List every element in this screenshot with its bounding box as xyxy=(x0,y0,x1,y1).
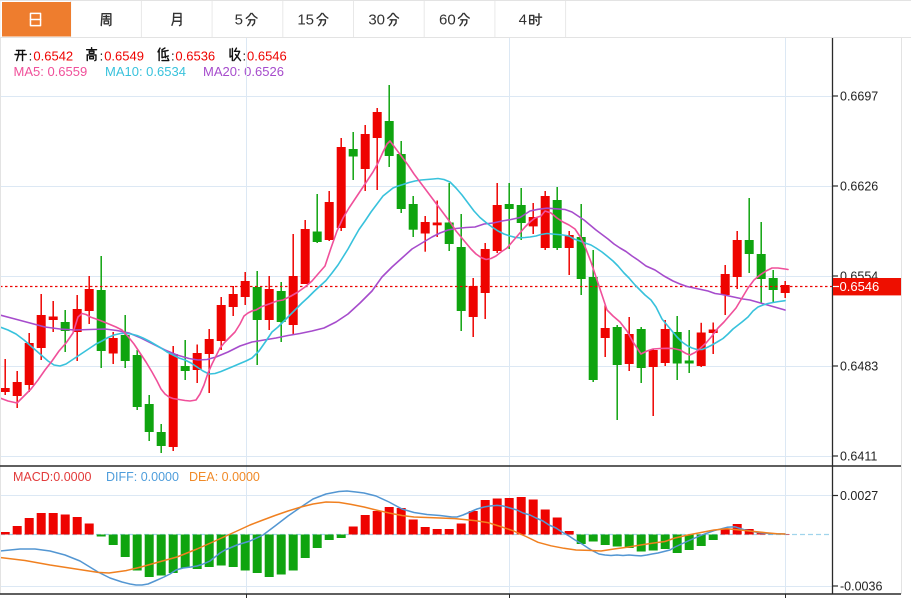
svg-text:0.6483: 0.6483 xyxy=(840,359,878,373)
svg-text:0.6546: 0.6546 xyxy=(840,279,880,294)
svg-text:0.6542: 0.6542 xyxy=(33,49,73,64)
svg-text:DIFF: 0.0000: DIFF: 0.0000 xyxy=(106,470,179,484)
svg-text::: : xyxy=(171,49,175,64)
svg-text:0.6536: 0.6536 xyxy=(175,49,215,64)
svg-text:0.6546: 0.6546 xyxy=(247,49,287,64)
svg-text:0.6411: 0.6411 xyxy=(840,449,877,463)
svg-text::: : xyxy=(29,49,33,64)
svg-text::: : xyxy=(243,49,247,64)
svg-text:MA20: 0.6526: MA20: 0.6526 xyxy=(203,64,284,79)
svg-text:0.0027: 0.0027 xyxy=(840,489,878,503)
svg-text:4: 4 xyxy=(519,12,527,29)
svg-text:MACD:0.0000: MACD:0.0000 xyxy=(13,470,92,484)
svg-text:0.6549: 0.6549 xyxy=(104,49,144,64)
svg-text:15: 15 xyxy=(297,12,314,29)
svg-text:0.6697: 0.6697 xyxy=(840,89,878,103)
svg-text:MA10: 0.6534: MA10: 0.6534 xyxy=(105,64,186,79)
svg-text:MA5: 0.6559: MA5: 0.6559 xyxy=(14,64,88,79)
svg-text:30: 30 xyxy=(368,12,385,29)
svg-text::: : xyxy=(100,49,104,64)
svg-text:5: 5 xyxy=(235,12,243,29)
svg-text:DEA: 0.0000: DEA: 0.0000 xyxy=(189,470,260,484)
svg-text:60: 60 xyxy=(439,12,456,29)
svg-text:0.6626: 0.6626 xyxy=(840,179,878,193)
svg-text:-0.0036: -0.0036 xyxy=(840,579,882,593)
